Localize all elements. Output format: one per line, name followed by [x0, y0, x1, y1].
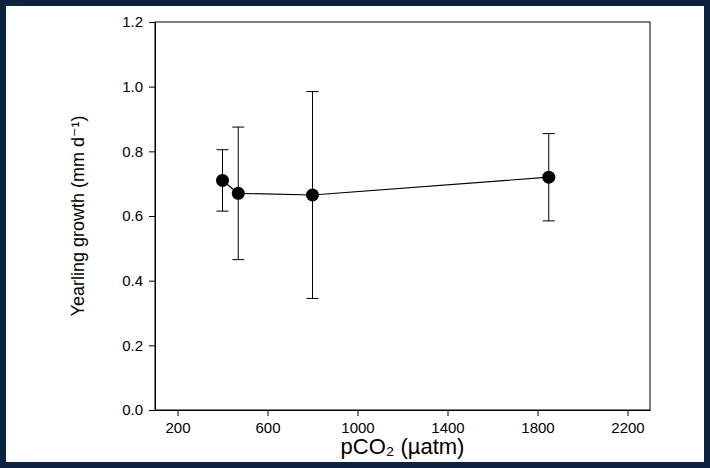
- data-point: [542, 171, 555, 184]
- tick-label: 0.8: [122, 143, 143, 160]
- tick: 0.0: [122, 401, 155, 418]
- tick-mark: [149, 345, 155, 346]
- tick-mark: [358, 410, 359, 416]
- tick-mark: [149, 281, 155, 282]
- tick-label: 600: [255, 419, 280, 436]
- tick-mark: [149, 216, 155, 217]
- plot: 200 600 1000 1400 1800 2200 0.0 0.2 0.4 0.6 0.8 1.0…: [122, 13, 650, 435]
- tick-mark: [448, 410, 449, 416]
- tick: 0.2: [122, 337, 155, 354]
- tick-label: 0.4: [122, 272, 143, 289]
- tick: 600: [255, 410, 280, 436]
- x-axis-title: pCO₂ (µatm): [341, 434, 465, 459]
- tick-label: 1.0: [122, 78, 143, 95]
- tick: 1400: [431, 410, 464, 436]
- tick-label: 1800: [521, 419, 554, 436]
- tick-mark: [538, 410, 539, 416]
- tick: 1.0: [122, 78, 155, 95]
- tick-mark: [628, 410, 629, 416]
- tick-mark: [178, 410, 179, 416]
- tick: 1.2: [122, 13, 155, 30]
- error-bar: [543, 134, 555, 221]
- data-line: [223, 177, 549, 195]
- tick: 0.8: [122, 143, 155, 160]
- tick-label: 0.0: [122, 401, 143, 418]
- tick: 2200: [611, 410, 644, 436]
- tick: 1800: [521, 410, 554, 436]
- tick-mark: [149, 22, 155, 23]
- y-axis-title: Yearling growth (mm d⁻¹): [68, 116, 88, 317]
- x-axis: 200 600 1000 1400 1800 2200: [156, 410, 651, 436]
- tick: 0.4: [122, 272, 155, 289]
- tick-label: 0.2: [122, 337, 143, 354]
- panel-background: [6, 6, 704, 462]
- tick: 1000: [341, 410, 374, 436]
- axis-line: [156, 410, 651, 411]
- tick-mark: [149, 410, 155, 411]
- tick-label: 200: [165, 419, 190, 436]
- tick-label: 0.6: [122, 207, 143, 224]
- error-bar: [217, 150, 229, 211]
- plot-frame: [155, 22, 650, 410]
- chart: 200 600 1000 1400 1800 2200 0.0 0.2 0.4 0.6 0.8 1.0…: [0, 0, 710, 468]
- tick-label: 2200: [611, 419, 644, 436]
- error-bar: [307, 92, 319, 299]
- tick-mark: [149, 87, 155, 88]
- tick-mark: [149, 151, 155, 152]
- tick-label: 1.2: [122, 13, 143, 30]
- error-bar: [232, 127, 244, 260]
- tick: 0.6: [122, 207, 155, 224]
- data-point: [306, 188, 319, 201]
- marks: [216, 92, 555, 299]
- data-point: [232, 187, 245, 200]
- axis-line: [155, 23, 156, 411]
- tick-mark: [268, 410, 269, 416]
- data-point: [216, 174, 229, 187]
- tick: 200: [165, 410, 190, 436]
- y-axis: 0.0 0.2 0.4 0.6 0.8 1.0 1.2: [122, 13, 155, 418]
